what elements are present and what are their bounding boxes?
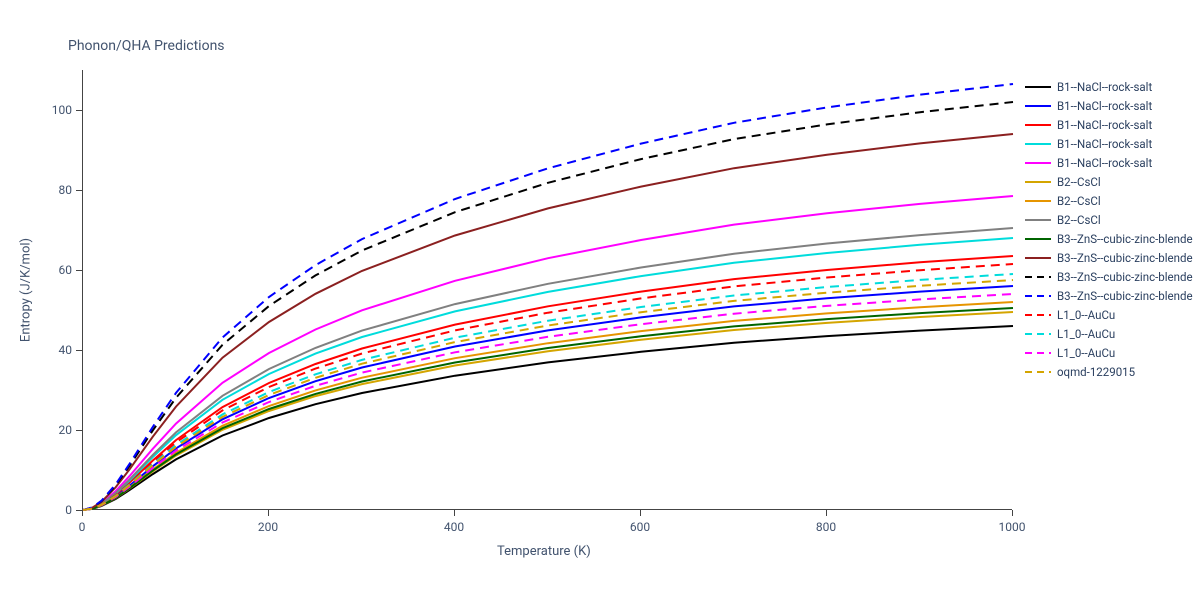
legend-label: B1--NaCl--rock-salt (1057, 154, 1152, 173)
chart-title: Phonon/QHA Predictions (68, 38, 225, 54)
legend-swatch (1025, 124, 1051, 126)
legend-label: B1--NaCl--rock-salt (1057, 97, 1152, 116)
plot-area (82, 70, 1012, 510)
legend-swatch (1025, 295, 1051, 297)
legend-item[interactable]: B1--NaCl--rock-salt (1025, 78, 1193, 97)
y-tick (76, 510, 82, 511)
legend-swatch (1025, 314, 1051, 316)
y-tick-label: 60 (50, 263, 72, 277)
legend-label: L1_0--AuCu (1057, 344, 1115, 363)
legend-item[interactable]: L1_0--AuCu (1025, 306, 1193, 325)
series-line (83, 264, 1013, 510)
series-line (83, 134, 1013, 510)
x-tick (82, 510, 83, 516)
x-tick (268, 510, 269, 516)
x-tick (454, 510, 455, 516)
legend-label: B1--NaCl--rock-salt (1057, 78, 1152, 97)
legend-item[interactable]: B2--CsCl (1025, 192, 1193, 211)
legend-item[interactable]: oqmd-1229015 (1025, 363, 1193, 382)
legend-label: B2--CsCl (1057, 211, 1101, 230)
legend-swatch (1025, 162, 1051, 164)
legend-item[interactable]: B3--ZnS--cubic-zinc-blende (1025, 268, 1193, 287)
legend-label: B2--CsCl (1057, 173, 1101, 192)
y-tick (76, 270, 82, 271)
legend-swatch (1025, 105, 1051, 107)
x-tick-label: 0 (79, 520, 86, 534)
x-tick-label: 600 (630, 520, 650, 534)
y-tick (76, 110, 82, 111)
y-tick-label: 0 (50, 503, 72, 517)
legend: B1--NaCl--rock-saltB1--NaCl--rock-saltB1… (1025, 78, 1193, 382)
y-tick-label: 20 (50, 423, 72, 437)
series-line (83, 228, 1013, 510)
legend-item[interactable]: B1--NaCl--rock-salt (1025, 135, 1193, 154)
series-line (83, 238, 1013, 510)
legend-swatch (1025, 200, 1051, 202)
legend-item[interactable]: L1_0--AuCu (1025, 344, 1193, 363)
legend-item[interactable]: B3--ZnS--cubic-zinc-blende (1025, 230, 1193, 249)
x-tick-label: 200 (258, 520, 278, 534)
legend-swatch (1025, 143, 1051, 145)
y-tick (76, 190, 82, 191)
legend-swatch (1025, 181, 1051, 183)
legend-item[interactable]: B1--NaCl--rock-salt (1025, 116, 1193, 135)
y-tick-label: 80 (50, 183, 72, 197)
legend-item[interactable]: B2--CsCl (1025, 211, 1193, 230)
legend-label: B2--CsCl (1057, 192, 1101, 211)
line-curves (83, 70, 1013, 510)
legend-swatch (1025, 219, 1051, 221)
legend-swatch (1025, 333, 1051, 335)
x-tick (640, 510, 641, 516)
legend-swatch (1025, 257, 1051, 259)
legend-item[interactable]: B1--NaCl--rock-salt (1025, 97, 1193, 116)
legend-label: B1--NaCl--rock-salt (1057, 116, 1152, 135)
x-tick (1012, 510, 1013, 516)
series-line (83, 84, 1013, 510)
series-line (83, 308, 1013, 510)
legend-item[interactable]: B3--ZnS--cubic-zinc-blende (1025, 249, 1193, 268)
chart-container: Phonon/QHA Predictions Temperature (K) E… (0, 0, 1200, 600)
x-tick (826, 510, 827, 516)
legend-swatch (1025, 352, 1051, 354)
y-axis-label: Entropy (J/K/mol) (19, 238, 34, 342)
legend-swatch (1025, 276, 1051, 278)
series-line (83, 196, 1013, 510)
y-tick-label: 40 (50, 343, 72, 357)
y-tick-label: 100 (50, 103, 72, 117)
legend-item[interactable]: L1_0--AuCu (1025, 325, 1193, 344)
legend-label: L1_0--AuCu (1057, 325, 1115, 344)
legend-label: L1_0--AuCu (1057, 306, 1115, 325)
legend-swatch (1025, 238, 1051, 240)
legend-item[interactable]: B3--ZnS--cubic-zinc-blende (1025, 287, 1193, 306)
x-tick-label: 800 (816, 520, 836, 534)
legend-item[interactable]: B1--NaCl--rock-salt (1025, 154, 1193, 173)
y-tick (76, 350, 82, 351)
x-tick-label: 1000 (999, 520, 1026, 534)
legend-swatch (1025, 371, 1051, 373)
legend-label: B3--ZnS--cubic-zinc-blende (1057, 287, 1193, 306)
x-axis-label: Temperature (K) (497, 544, 591, 559)
legend-item[interactable]: B2--CsCl (1025, 173, 1193, 192)
legend-label: oqmd-1229015 (1057, 363, 1135, 382)
y-tick (76, 430, 82, 431)
legend-label: B1--NaCl--rock-salt (1057, 135, 1152, 154)
legend-swatch (1025, 86, 1051, 88)
legend-label: B3--ZnS--cubic-zinc-blende (1057, 230, 1193, 249)
legend-label: B3--ZnS--cubic-zinc-blende (1057, 249, 1193, 268)
legend-label: B3--ZnS--cubic-zinc-blende (1057, 268, 1193, 287)
x-tick-label: 400 (444, 520, 464, 534)
series-line (83, 294, 1013, 510)
